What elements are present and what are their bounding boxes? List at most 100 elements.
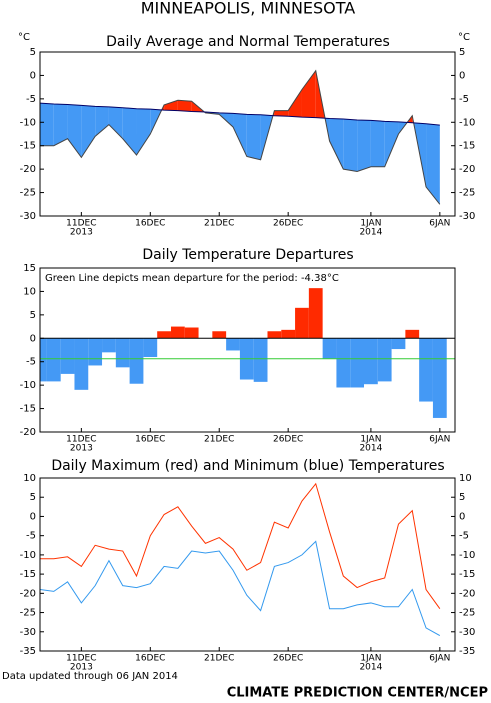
x-tick-label: 26DEC bbox=[273, 654, 303, 664]
plot-area bbox=[40, 69, 441, 205]
fill-area bbox=[108, 106, 123, 139]
x-tick-label: 11DEC bbox=[66, 654, 96, 664]
y2-tick-label: -25 bbox=[459, 188, 475, 199]
fill-area bbox=[122, 107, 137, 156]
data-line bbox=[40, 482, 441, 610]
bar bbox=[267, 331, 282, 339]
y-tick-label: -25 bbox=[20, 608, 36, 619]
y2-tick-label: 0 bbox=[459, 70, 465, 81]
bar bbox=[102, 338, 116, 353]
fill-area bbox=[67, 104, 82, 158]
y-tick-label: -30 bbox=[20, 627, 36, 638]
bar bbox=[405, 329, 420, 339]
bar bbox=[46, 338, 61, 382]
bar bbox=[60, 338, 75, 374]
y2-tick-label: -10 bbox=[459, 117, 475, 128]
bar bbox=[336, 338, 351, 388]
bar bbox=[184, 327, 199, 339]
x-tick-label: 21DEC bbox=[204, 654, 234, 664]
fill-area bbox=[177, 100, 192, 112]
y-tick-label: 0 bbox=[30, 333, 36, 344]
fill-area bbox=[288, 89, 302, 118]
x-tick-label: 16DEC bbox=[135, 654, 165, 664]
updated-note: Data updated through 06 JAN 2014 bbox=[2, 671, 178, 682]
y2-tick-label: 5 bbox=[459, 47, 465, 58]
x-year-label: 2014 bbox=[359, 228, 382, 238]
y-tick-label: -15 bbox=[20, 404, 36, 415]
x-tick-label: 1JAN bbox=[360, 219, 381, 229]
y-tick-label: 5 bbox=[30, 310, 36, 321]
y-tick-label: -35 bbox=[20, 646, 36, 657]
y2-tick-label: -5 bbox=[459, 531, 469, 542]
x-tick-label: 26DEC bbox=[273, 435, 303, 445]
bar bbox=[308, 288, 323, 339]
x-year-label: 2014 bbox=[359, 663, 382, 673]
y-tick-label: -10 bbox=[20, 550, 36, 561]
y-tick-label: -20 bbox=[20, 164, 36, 175]
bar bbox=[157, 331, 171, 339]
annotation: Green Line depicts mean departure for th… bbox=[45, 273, 339, 284]
main-title: MINNEAPOLIS, MINNESOTA bbox=[141, 0, 356, 18]
y-tick-label: -5 bbox=[26, 531, 36, 542]
y2-tick-label: -30 bbox=[459, 211, 475, 222]
bar bbox=[115, 338, 130, 368]
x-year-label: 2013 bbox=[70, 228, 93, 238]
fill-area bbox=[329, 118, 344, 170]
fill-area bbox=[426, 123, 440, 205]
fill-area bbox=[274, 110, 289, 117]
bar bbox=[212, 331, 227, 339]
bar bbox=[143, 338, 158, 358]
x-tick-label: 6JAN bbox=[429, 435, 450, 445]
bar bbox=[322, 338, 337, 359]
bar bbox=[170, 326, 185, 339]
fill-area bbox=[53, 104, 68, 146]
data-line bbox=[40, 69, 441, 205]
x-tick-label: 11DEC bbox=[66, 435, 96, 445]
fill-area bbox=[384, 121, 399, 167]
y-tick-label: -30 bbox=[20, 211, 36, 222]
plot-frame bbox=[39, 51, 456, 217]
y-tick-label: -20 bbox=[20, 588, 36, 599]
bar bbox=[88, 338, 103, 366]
y2-tick-label: 5 bbox=[459, 492, 465, 503]
bar bbox=[377, 338, 392, 382]
plot-area bbox=[40, 482, 441, 637]
y-tick-label: -5 bbox=[26, 357, 36, 368]
fill-area bbox=[301, 70, 316, 118]
fill-area bbox=[95, 106, 109, 137]
x-tick-label: 11DEC bbox=[66, 219, 96, 229]
x-year-label: 2013 bbox=[70, 444, 93, 454]
y-tick-label: -15 bbox=[20, 141, 36, 152]
plot-area bbox=[40, 288, 447, 418]
x-tick-label: 16DEC bbox=[135, 435, 165, 445]
bar bbox=[74, 338, 89, 390]
bar bbox=[419, 338, 433, 402]
y2-tick-label: -20 bbox=[459, 164, 475, 175]
x-tick-label: 26DEC bbox=[273, 219, 303, 229]
x-year-label: 2013 bbox=[70, 663, 93, 673]
fill-area bbox=[164, 100, 178, 111]
y-tick-label: -10 bbox=[20, 117, 36, 128]
x-tick-label: 1JAN bbox=[360, 654, 381, 664]
x-tick-label: 21DEC bbox=[204, 219, 234, 229]
y-tick-label: 15 bbox=[23, 263, 36, 274]
credit: CLIMATE PREDICTION CENTER/NCEP bbox=[227, 686, 488, 701]
chart-title: Daily Average and Normal Temperatures bbox=[106, 34, 390, 50]
y2-axis-label: °C bbox=[458, 32, 470, 43]
y-tick-label: -15 bbox=[20, 569, 36, 580]
y-tick-label: -10 bbox=[20, 380, 36, 391]
x-tick-label: 6JAN bbox=[429, 654, 450, 664]
y-tick-label: -5 bbox=[26, 94, 36, 105]
bar bbox=[40, 338, 47, 382]
fill-area bbox=[343, 119, 358, 172]
y2-tick-label: -20 bbox=[459, 588, 475, 599]
bar bbox=[226, 338, 240, 351]
fill-area bbox=[81, 105, 96, 158]
fill-area bbox=[246, 114, 261, 160]
bar bbox=[295, 307, 309, 339]
bar bbox=[432, 338, 447, 418]
y-tick-label: -25 bbox=[20, 188, 36, 199]
x-tick-label: 21DEC bbox=[204, 435, 234, 445]
x-tick-label: 6JAN bbox=[429, 219, 450, 229]
bar bbox=[364, 338, 378, 385]
